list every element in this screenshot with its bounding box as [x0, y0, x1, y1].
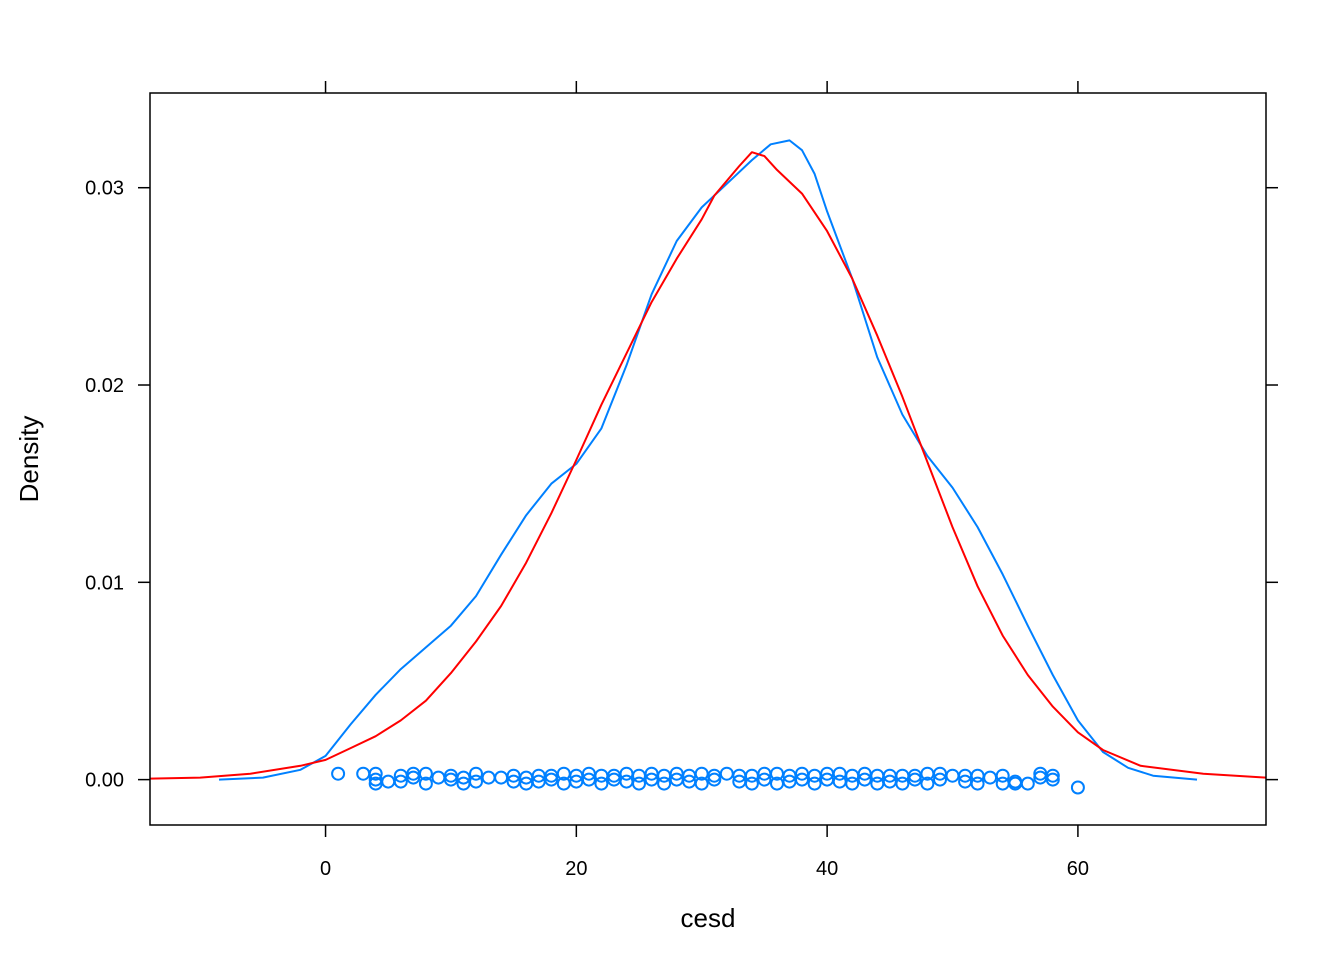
- data-point: [393, 774, 408, 789]
- x-tick-label: 20: [565, 858, 587, 880]
- data-point: [581, 772, 596, 787]
- data-point: [418, 766, 433, 781]
- x-tick-label: 0: [320, 858, 331, 880]
- plot-series: [150, 139, 1266, 795]
- data-point: [644, 772, 659, 787]
- y-tick-label: 0.00: [85, 770, 124, 792]
- data-point: [744, 776, 759, 791]
- data-point: [368, 766, 383, 781]
- density-line-2: [150, 151, 1266, 780]
- data-point: [594, 776, 609, 791]
- data-point: [1045, 772, 1060, 787]
- axis-ticks: 0 20 40 60 0.00 0.01 0.02 0.03: [85, 81, 1278, 880]
- data-point: [795, 772, 809, 787]
- data-point: [456, 770, 471, 785]
- data-point: [694, 776, 709, 791]
- data-point: [1020, 776, 1035, 791]
- y-tick-label: 0.02: [85, 375, 124, 397]
- data-point: [970, 776, 985, 791]
- x-tick-label: 60: [1067, 858, 1089, 880]
- data-point: [845, 776, 860, 791]
- data-point: [707, 772, 722, 787]
- x-axis-title: cesd: [681, 903, 736, 933]
- data-point: [469, 774, 483, 789]
- data-point: [933, 772, 947, 787]
- data-point: [920, 776, 935, 791]
- data-point: [1070, 780, 1085, 795]
- data-point: [657, 776, 672, 791]
- plot-frame: [149, 92, 1267, 826]
- data-point: [857, 772, 872, 787]
- data-point: [995, 768, 1010, 783]
- data-point: [907, 772, 922, 787]
- data-point: [469, 766, 483, 781]
- data-point: [544, 772, 559, 787]
- y-tick-label: 0.01: [85, 572, 124, 594]
- data-point: [895, 776, 910, 791]
- data-point: [331, 766, 346, 781]
- data-point: [807, 776, 822, 791]
- data-point: [1045, 768, 1060, 783]
- data-point: [418, 776, 433, 791]
- y-axis-title: Density: [14, 416, 44, 503]
- density-line-1: [218, 139, 1198, 781]
- data-point: [757, 772, 772, 787]
- data-point: [406, 770, 421, 785]
- data-point: [632, 776, 646, 791]
- y-tick-label: 0.03: [85, 178, 124, 200]
- x-tick-label: 40: [816, 858, 838, 880]
